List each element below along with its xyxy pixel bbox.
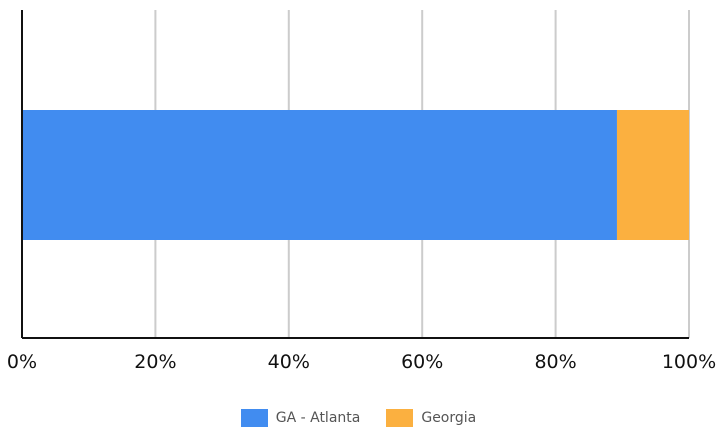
x-tick-label: 0% (7, 351, 37, 373)
legend-swatch-georgia (386, 409, 414, 427)
legend-item-ga-atlanta[interactable]: GA - Atlanta (240, 409, 361, 427)
legend-label-georgia: Georgia (421, 410, 477, 426)
x-tick-label: 20% (134, 351, 176, 373)
legend-item-georgia[interactable]: Georgia (386, 409, 476, 427)
x-tick-label: 60% (401, 351, 443, 373)
legend-swatch-ga-atlanta (240, 409, 268, 427)
x-tick-labels: 0% 20% 40% 60% 80% 100% (7, 351, 716, 373)
bar-segment-georgia[interactable] (616, 110, 689, 240)
chart: 0% 20% 40% 60% 80% 100% (7, 10, 716, 373)
bars (22, 110, 689, 240)
x-tick-label: 80% (534, 351, 576, 373)
legend: GA - Atlanta Georgia (0, 409, 717, 427)
x-tick-label: 40% (268, 351, 310, 373)
legend-label-ga-atlanta: GA - Atlanta (275, 410, 361, 426)
x-tick-label: 100% (662, 351, 716, 373)
bar-segment-ga-atlanta[interactable] (22, 110, 617, 240)
